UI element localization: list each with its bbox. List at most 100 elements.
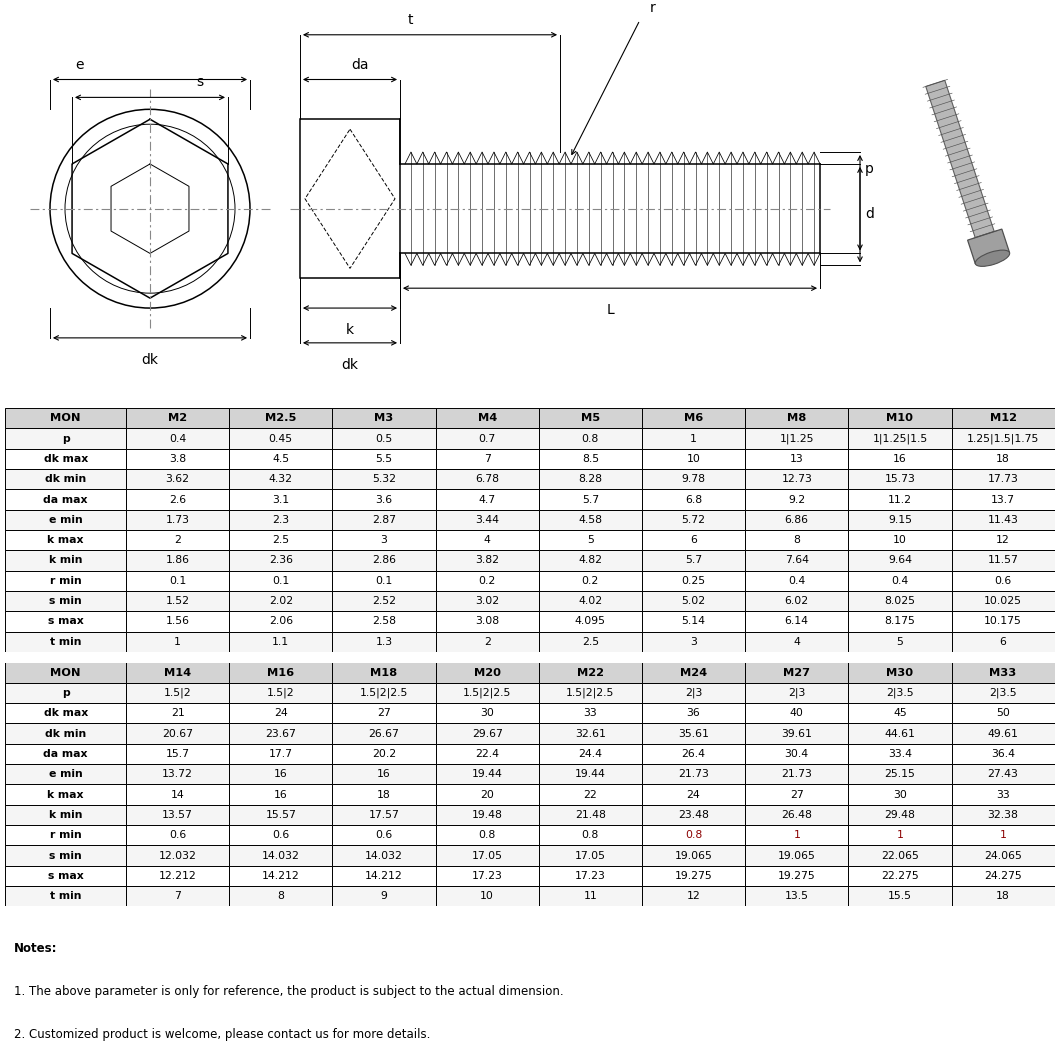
Text: 25.15: 25.15 xyxy=(884,770,916,779)
Bar xyxy=(642,570,745,591)
Text: M6: M6 xyxy=(684,413,703,423)
Bar xyxy=(745,886,848,906)
Bar xyxy=(745,764,848,784)
Text: 9.78: 9.78 xyxy=(682,474,706,484)
Text: e min: e min xyxy=(49,515,83,525)
Text: dk max: dk max xyxy=(43,708,88,719)
Text: 18: 18 xyxy=(996,891,1010,901)
Bar xyxy=(745,490,848,510)
Bar xyxy=(848,428,952,448)
Text: 21.73: 21.73 xyxy=(678,770,709,779)
Bar xyxy=(848,846,952,866)
Text: 0.7: 0.7 xyxy=(478,434,496,443)
Text: 2.3: 2.3 xyxy=(272,515,289,525)
Bar xyxy=(436,683,538,703)
Bar xyxy=(642,510,745,530)
Text: M22: M22 xyxy=(577,668,604,677)
Text: 2|3.5: 2|3.5 xyxy=(886,688,914,699)
Bar xyxy=(5,683,126,703)
Bar xyxy=(436,408,538,428)
Bar xyxy=(745,805,848,825)
Text: 20.67: 20.67 xyxy=(162,728,193,739)
Bar xyxy=(848,683,952,703)
Text: 0.25: 0.25 xyxy=(682,576,706,586)
Text: 49.61: 49.61 xyxy=(988,728,1019,739)
Text: MON: MON xyxy=(51,413,81,423)
Bar xyxy=(229,744,333,764)
Text: 0.4: 0.4 xyxy=(891,576,908,586)
Text: 2.5: 2.5 xyxy=(272,535,289,545)
Bar xyxy=(952,744,1055,764)
Text: 15.73: 15.73 xyxy=(884,474,916,484)
Text: dk min: dk min xyxy=(45,728,86,739)
Text: 0.45: 0.45 xyxy=(268,434,293,443)
Bar xyxy=(229,632,333,652)
Text: 4.82: 4.82 xyxy=(579,555,602,565)
Bar xyxy=(126,570,229,591)
Bar xyxy=(848,886,952,906)
Text: r: r xyxy=(650,1,656,15)
Text: 2.86: 2.86 xyxy=(372,555,396,565)
Bar xyxy=(642,632,745,652)
Bar xyxy=(848,570,952,591)
Text: M3: M3 xyxy=(374,413,393,423)
Bar xyxy=(5,490,126,510)
Text: 3.82: 3.82 xyxy=(475,555,499,565)
Bar xyxy=(5,510,126,530)
Bar xyxy=(642,550,745,570)
Text: 0.8: 0.8 xyxy=(582,434,599,443)
Bar xyxy=(126,469,229,490)
Bar xyxy=(745,510,848,530)
Bar xyxy=(229,886,333,906)
Bar xyxy=(229,448,333,469)
Bar xyxy=(436,886,538,906)
Text: 8: 8 xyxy=(278,891,284,901)
Bar xyxy=(5,805,126,825)
Text: 1: 1 xyxy=(174,637,181,647)
Text: 17.05: 17.05 xyxy=(575,850,606,861)
Text: 1.1: 1.1 xyxy=(272,637,289,647)
Text: 26.4: 26.4 xyxy=(682,749,706,759)
Bar xyxy=(952,469,1055,490)
Text: 27: 27 xyxy=(790,790,803,799)
Bar xyxy=(952,428,1055,448)
Bar xyxy=(538,866,642,886)
Bar xyxy=(538,846,642,866)
Bar xyxy=(952,510,1055,530)
Text: 3: 3 xyxy=(381,535,387,545)
Bar xyxy=(436,530,538,550)
Bar xyxy=(642,612,745,632)
Text: s: s xyxy=(196,75,204,89)
Bar xyxy=(952,805,1055,825)
Text: 0.1: 0.1 xyxy=(169,576,187,586)
Bar xyxy=(952,825,1055,846)
Bar xyxy=(436,510,538,530)
Bar xyxy=(848,703,952,723)
Bar xyxy=(5,408,126,428)
Bar xyxy=(848,612,952,632)
Text: 1|1.25: 1|1.25 xyxy=(779,434,814,444)
Text: r min: r min xyxy=(50,576,82,586)
Bar xyxy=(848,591,952,612)
Text: p: p xyxy=(865,162,873,176)
Bar xyxy=(333,570,436,591)
Text: k min: k min xyxy=(49,810,83,819)
Bar xyxy=(333,764,436,784)
Text: 8.025: 8.025 xyxy=(884,596,916,606)
Text: 8.28: 8.28 xyxy=(579,474,602,484)
Text: 24.275: 24.275 xyxy=(985,871,1022,881)
Text: 50: 50 xyxy=(996,708,1010,719)
Bar xyxy=(126,408,229,428)
Bar xyxy=(126,591,229,612)
Bar xyxy=(642,805,745,825)
Text: 36: 36 xyxy=(687,708,701,719)
Bar xyxy=(745,612,848,632)
Text: 12.73: 12.73 xyxy=(781,474,812,484)
Bar xyxy=(5,744,126,764)
Bar xyxy=(538,703,642,723)
Polygon shape xyxy=(968,229,1009,264)
Text: 19.275: 19.275 xyxy=(778,871,815,881)
Bar xyxy=(5,886,126,906)
Text: d: d xyxy=(865,207,873,220)
Bar xyxy=(745,550,848,570)
